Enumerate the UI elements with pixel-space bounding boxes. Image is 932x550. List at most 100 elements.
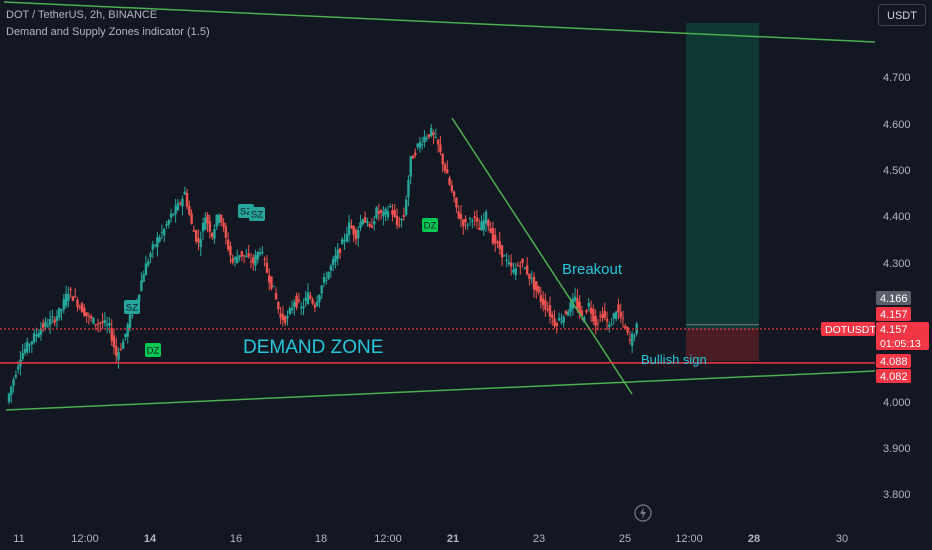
candle-body	[183, 191, 186, 195]
candle-body	[471, 220, 474, 222]
candle-body	[55, 316, 59, 321]
candle-body	[21, 352, 24, 360]
x-tick-label: 14	[144, 533, 157, 545]
indicator-title[interactable]: Demand and Supply Zones indicator (1.5)	[6, 26, 210, 38]
candle-body	[231, 258, 234, 263]
price-tag-bg	[876, 307, 911, 321]
candle-body	[258, 252, 262, 255]
candle-body	[580, 310, 584, 316]
x-tick-label: 28	[748, 533, 760, 545]
demand-zone-marker: DZ	[147, 346, 160, 357]
candle-body	[603, 310, 606, 318]
candle-body	[544, 300, 547, 310]
candle-body	[525, 265, 529, 275]
candle-body	[352, 226, 355, 235]
lightning-icon[interactable]	[634, 504, 652, 522]
candle-body	[99, 322, 102, 324]
candle-body	[313, 304, 317, 308]
candle-body	[336, 249, 339, 259]
candle-body	[334, 255, 337, 262]
candle-body	[500, 245, 504, 258]
candle-body	[411, 155, 415, 159]
candle-body	[416, 143, 419, 147]
candle-body	[126, 324, 129, 337]
candle-body	[112, 335, 116, 348]
candle-body	[147, 261, 150, 266]
candle-body	[140, 280, 143, 291]
candle-body	[427, 134, 431, 138]
last-price-tag: 4.166	[880, 293, 908, 305]
candle-body	[350, 225, 353, 229]
candle-body	[564, 310, 568, 315]
candle-body	[174, 205, 177, 215]
candle-body	[430, 128, 433, 136]
candle-body	[309, 295, 312, 299]
candle-body	[509, 262, 513, 267]
candle-body	[35, 334, 38, 336]
candle-body	[516, 265, 520, 267]
supply-zone-marker: SZ	[240, 207, 252, 218]
x-tick-label: 11	[13, 533, 24, 545]
currency-button[interactable]: USDT	[878, 4, 926, 26]
candle-body	[610, 324, 613, 326]
candle-body	[178, 203, 182, 205]
candle-body	[172, 213, 175, 215]
candle-body	[432, 132, 435, 135]
x-tick-label: 23	[533, 533, 545, 545]
candle-body	[192, 229, 196, 232]
candle-body	[325, 279, 328, 281]
demand-zone-marker-bg	[145, 343, 161, 357]
candle-body	[302, 306, 305, 309]
candle-body	[496, 242, 499, 244]
candle-body	[630, 333, 634, 346]
candle-body	[541, 298, 545, 306]
candle-body	[633, 335, 636, 337]
target-zone-box	[686, 23, 759, 329]
candle-body	[395, 215, 399, 226]
candle-body	[144, 263, 148, 276]
candle-body	[621, 317, 625, 319]
resistance-trendline	[3, 1, 876, 43]
supply-zone-marker-bg	[249, 207, 265, 221]
candle-body	[263, 258, 266, 260]
candle-body	[222, 222, 225, 228]
candle-body	[338, 248, 342, 254]
candle-body	[32, 333, 36, 343]
time-axis[interactable]: 11 12:00 14 16 18 12:00 21 23 25 12:00 28 30	[13, 533, 848, 545]
candle-body	[532, 276, 536, 290]
candle-body	[592, 309, 595, 322]
candle-body	[92, 317, 95, 324]
candle-body	[249, 261, 253, 263]
x-tick-label: 12:00	[675, 533, 703, 545]
candle-body	[26, 341, 29, 353]
candle-body	[551, 314, 554, 318]
candle-body	[274, 292, 278, 300]
candle-body	[37, 333, 40, 338]
candle-body	[311, 299, 314, 304]
candle-body	[85, 312, 88, 316]
candle-body	[242, 255, 246, 257]
candle-body	[400, 218, 403, 221]
candle-body	[158, 237, 161, 242]
candle-body	[176, 203, 180, 211]
symbol-title[interactable]: DOT / TetherUS, 2h, BINANCE	[6, 9, 158, 21]
candle-body	[462, 219, 465, 227]
candle-body	[261, 251, 264, 254]
price-axis[interactable]: 4.700 4.600 4.500 4.400 4.300 4.000 3.900 3.800	[883, 72, 911, 501]
candle-body	[210, 232, 214, 237]
candle-body	[108, 323, 111, 326]
candle-body	[53, 319, 56, 323]
candle-body	[423, 136, 426, 143]
candle-body	[519, 266, 522, 268]
candle-body	[546, 309, 549, 311]
candle-body	[71, 296, 75, 301]
candle-body	[67, 293, 70, 302]
candle-body	[44, 321, 47, 327]
candle-body	[446, 169, 449, 174]
candle-body	[608, 324, 611, 327]
candle-body	[304, 297, 307, 302]
x-tick-label: 21	[447, 533, 459, 545]
candle-body	[293, 302, 296, 307]
candle-body	[484, 211, 488, 224]
